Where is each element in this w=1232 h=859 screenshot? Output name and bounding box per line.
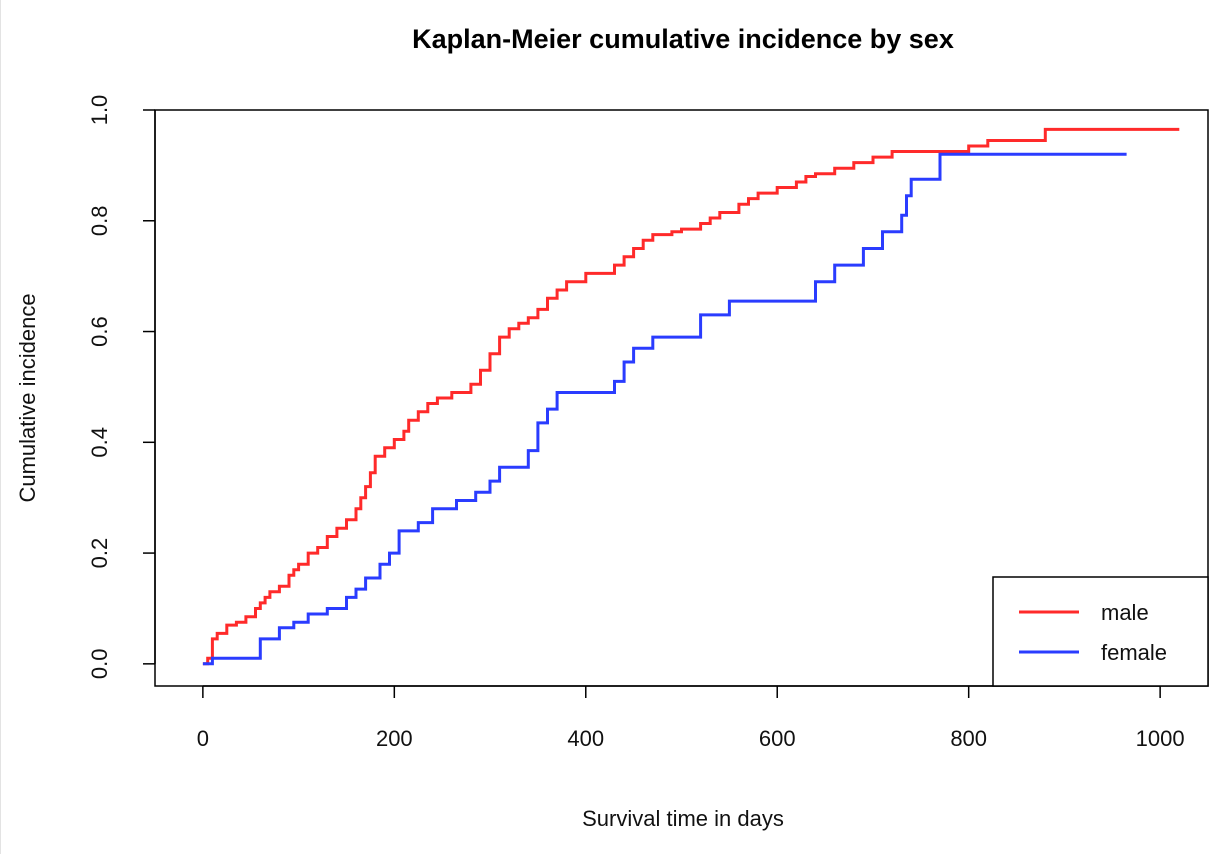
y-axis: 0.0 0.2 0.4 0.6 0.8 1.0 [87,95,156,680]
x-tick-label: 0 [197,726,209,751]
y-tick-label: 0.4 [87,427,112,458]
x-tick-label: 1000 [1136,726,1185,751]
y-tick-label: 0.8 [87,205,112,236]
chart-title: Kaplan-Meier cumulative incidence by sex [412,24,954,54]
series-line-male [202,127,1180,666]
x-tick-label: 200 [376,726,413,751]
y-tick-label: 0.2 [87,538,112,569]
x-axis: 0 200 400 600 800 1000 [197,685,1185,751]
legend: male female [992,576,1209,687]
series-layer [202,127,1180,666]
x-tick-label: 800 [950,726,987,751]
x-tick-label: 600 [759,726,796,751]
legend-box [992,576,1209,687]
x-tick-label: 400 [567,726,604,751]
y-tick-label: 0.6 [87,316,112,347]
legend-label-female: female [1101,640,1167,665]
y-axis-title: Cumulative incidence [15,293,40,502]
x-axis-title: Survival time in days [582,806,784,831]
y-tick-label: 1.0 [87,95,112,126]
legend-label-male: male [1101,600,1149,625]
y-tick-label: 0.0 [87,649,112,680]
series-line-female [202,152,1127,666]
